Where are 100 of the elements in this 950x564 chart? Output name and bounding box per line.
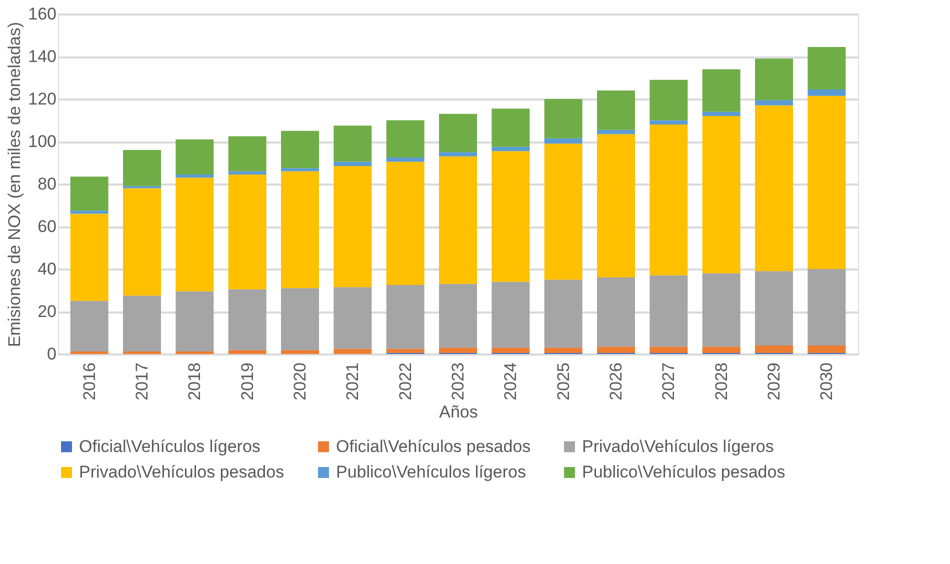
y-tick-label: 80 <box>38 174 56 194</box>
bar <box>386 162 424 285</box>
legend-label: Publico\Vehículos lígeros <box>336 462 526 482</box>
bar <box>386 120 424 158</box>
x-tick-label: 2017 <box>132 362 152 400</box>
bar <box>597 134 635 278</box>
x-tick-label: 2022 <box>396 362 415 400</box>
x-axis-title: Años <box>439 402 478 422</box>
bar <box>492 151 530 282</box>
bar <box>597 278 635 347</box>
legend-label: Publico\Vehículos pesados <box>582 462 786 482</box>
bar <box>544 348 582 353</box>
bar <box>123 351 161 354</box>
bar <box>808 46 846 90</box>
bar <box>334 126 372 162</box>
bar <box>702 116 740 274</box>
bar <box>228 174 266 290</box>
bar <box>228 350 266 354</box>
bar <box>439 152 477 156</box>
y-tick-label: 140 <box>28 47 56 66</box>
y-tick-label: 100 <box>28 132 56 151</box>
bar <box>281 350 319 354</box>
x-tick-label: 2023 <box>448 362 468 400</box>
bar <box>334 348 372 354</box>
bar <box>281 168 319 172</box>
bar <box>176 139 214 174</box>
bar <box>281 171 319 288</box>
bar <box>439 114 477 152</box>
bar <box>702 112 740 116</box>
legend-label: Oficial\Vehículos lígeros <box>79 436 260 456</box>
x-tick-label: 2026 <box>606 362 626 400</box>
bar <box>492 348 530 353</box>
legend-label: Privado\Vehículos pesados <box>79 462 284 482</box>
bar <box>386 157 424 162</box>
bar <box>650 275 688 347</box>
bar <box>597 90 635 130</box>
x-tick-label: 2030 <box>817 362 836 400</box>
bar <box>70 176 108 211</box>
x-tick-label: 2016 <box>80 362 99 400</box>
bar <box>650 346 688 353</box>
bar <box>439 348 477 353</box>
x-tick-label: 2028 <box>712 362 731 400</box>
bar <box>650 120 688 124</box>
bar <box>70 300 108 352</box>
bar <box>228 136 266 172</box>
bar <box>755 100 793 106</box>
bar <box>544 99 582 138</box>
x-tick-label: 2018 <box>185 362 204 400</box>
bar <box>228 171 266 174</box>
bar <box>492 108 530 147</box>
bar <box>755 105 793 272</box>
bar <box>702 273 740 347</box>
bar <box>334 162 372 166</box>
x-tick-label: 2021 <box>343 362 362 400</box>
y-tick-label: 120 <box>28 90 56 108</box>
bar <box>808 269 846 346</box>
y-tick-label: 0 <box>47 344 56 364</box>
bar <box>808 346 846 353</box>
y-tick-label: 160 <box>28 4 56 24</box>
bar <box>755 271 793 346</box>
x-tick-label: 2029 <box>764 362 784 400</box>
bar <box>123 188 161 296</box>
bar <box>281 288 319 350</box>
bar <box>808 96 846 269</box>
bar <box>176 351 214 354</box>
x-tick-label: 2019 <box>238 362 257 400</box>
bar <box>808 89 846 96</box>
bar <box>70 210 108 214</box>
bar <box>597 346 635 353</box>
bar <box>439 156 477 284</box>
bar <box>755 346 793 353</box>
bar <box>492 146 530 152</box>
y-tick-label: 20 <box>38 302 56 321</box>
bar <box>70 214 108 301</box>
bar <box>650 80 688 120</box>
x-tick-label: 2025 <box>554 362 573 400</box>
bar <box>123 150 161 186</box>
x-tick-label: 2020 <box>290 362 310 400</box>
y-tick-label: 40 <box>38 260 56 278</box>
bar <box>176 178 214 292</box>
bar <box>281 130 319 168</box>
bar <box>334 287 372 349</box>
bar <box>544 144 582 280</box>
bar <box>439 284 477 348</box>
bar <box>650 124 688 276</box>
bar <box>176 291 214 352</box>
bar <box>755 58 793 100</box>
bar <box>386 348 424 353</box>
bar <box>176 174 214 178</box>
y-tick-label: 60 <box>38 217 56 236</box>
bar <box>123 296 161 352</box>
bar <box>544 280 582 348</box>
bar <box>228 289 266 350</box>
bar <box>702 69 740 112</box>
bar <box>70 351 108 354</box>
x-tick-label: 2027 <box>659 362 678 400</box>
bar <box>386 284 424 349</box>
y-axis-title: Emisiones de NOX (en miles de toneladas) <box>5 22 24 348</box>
bar <box>334 166 372 288</box>
x-tick-label: 2024 <box>501 362 520 400</box>
